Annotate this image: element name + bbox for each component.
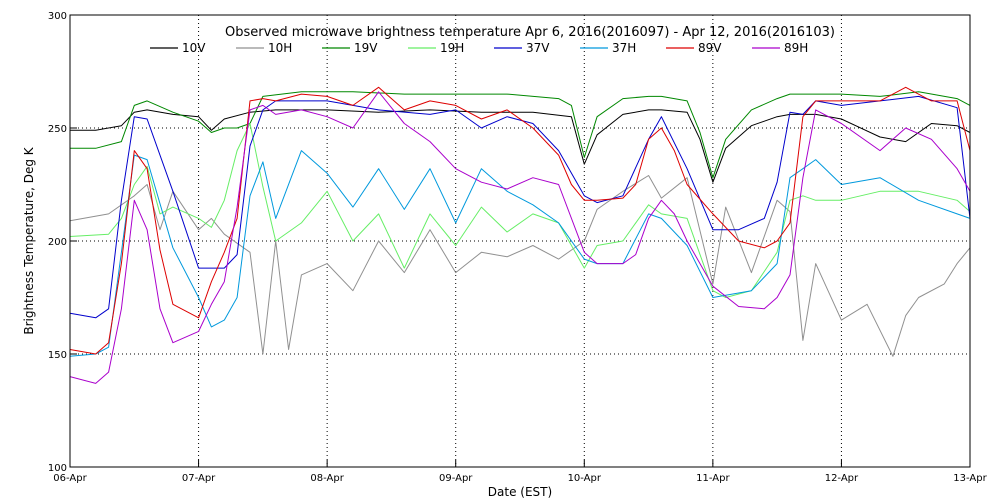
legend-label: 37H	[612, 41, 636, 55]
legend-item-19v: 19V	[322, 41, 378, 55]
y-tick-label: 150	[48, 350, 67, 361]
legend-label: 37V	[526, 41, 550, 55]
series-lines	[69, 86, 971, 384]
x-tick-label: 13-Apr	[953, 473, 987, 484]
x-axis-label: Date (EST)	[488, 485, 552, 499]
legend-item-10h: 10H	[236, 41, 292, 55]
series-line-89h	[69, 91, 971, 384]
grid-lines	[70, 15, 970, 467]
series-line-37h	[69, 150, 971, 357]
legend-item-89h: 89H	[752, 41, 808, 55]
x-tick-label: 07-Apr	[182, 473, 216, 484]
x-tick-label: 09-Apr	[439, 473, 473, 484]
x-tick-label: 11-Apr	[696, 473, 730, 484]
series-line-10h	[69, 175, 971, 357]
legend-item-37v: 37V	[494, 41, 550, 55]
y-tick-label: 100	[48, 463, 67, 474]
legend-label: 19H	[440, 41, 464, 55]
y-tick-label: 300	[48, 11, 67, 22]
legend-label: 10V	[182, 41, 206, 55]
legend-label: 19V	[354, 41, 378, 55]
x-tick-label: 12-Apr	[825, 473, 859, 484]
x-tick-label: 08-Apr	[310, 473, 344, 484]
x-tick-label: 06-Apr	[53, 473, 87, 484]
legend-item-19h: 19H	[408, 41, 464, 55]
y-tick-label: 250	[48, 124, 67, 135]
series-line-89v	[69, 86, 971, 355]
legend-label: 10H	[268, 41, 292, 55]
x-tick-label: 10-Apr	[568, 473, 602, 484]
legend-item-89v: 89V	[666, 41, 722, 55]
legend-label: 89H	[784, 41, 808, 55]
series-line-19h	[69, 123, 971, 298]
chart-title: Observed microwave brightness temperatur…	[225, 25, 835, 40]
legend-label: 89V	[698, 41, 722, 55]
legend: 10V 10H 19V 19H 37V 37H 89V 89H	[150, 41, 808, 55]
legend-item-10v: 10V	[150, 41, 206, 55]
axis-ticks: 06-Apr 07-Apr 08-Apr 09-Apr 10-Apr 11-Apr 12-A…	[48, 11, 988, 484]
legend-item-37h: 37H	[580, 41, 636, 55]
y-tick-label: 200	[48, 237, 67, 248]
series-line-10v	[70, 109, 971, 183]
series-line-37v	[69, 95, 971, 319]
y-axis-label: Brightness Temperature, Deg K	[22, 146, 36, 334]
series-line-19v	[70, 91, 971, 179]
